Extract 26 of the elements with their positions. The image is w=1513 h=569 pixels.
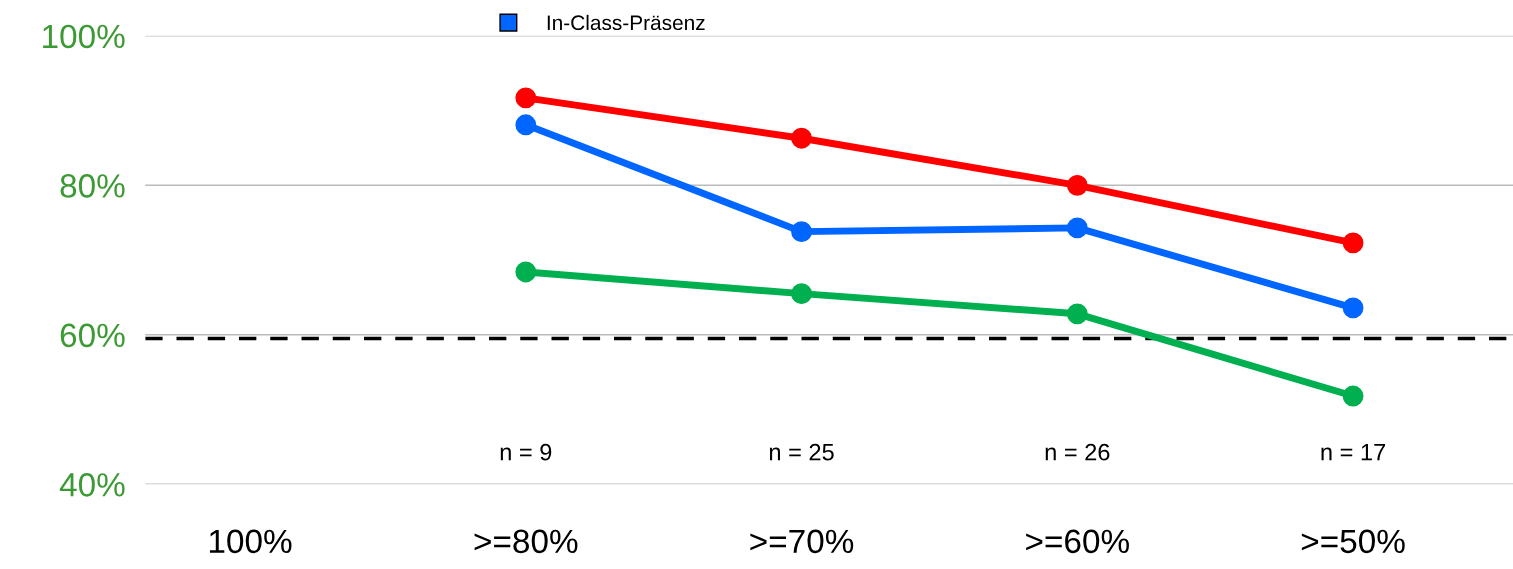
point xyxy=(515,114,537,136)
annotation: n = 25 xyxy=(769,443,834,461)
x-tick-label: >=50% xyxy=(1301,529,1405,554)
point xyxy=(515,87,537,109)
x-tick-label: 100% xyxy=(209,529,292,554)
point xyxy=(1066,303,1088,325)
y-tick-label: 60% xyxy=(60,323,125,348)
point xyxy=(1066,217,1088,239)
x-tick-label: >=80% xyxy=(474,529,578,554)
point xyxy=(1342,385,1364,407)
annotation: n = 17 xyxy=(1321,444,1386,461)
point xyxy=(1066,174,1088,196)
point xyxy=(1342,232,1364,254)
x-tick-label: >=60% xyxy=(1026,529,1129,554)
x-tick-label: >=70% xyxy=(750,529,854,554)
point xyxy=(791,127,812,149)
y-tick-label: 100% xyxy=(43,24,125,49)
annotation: n = 26 xyxy=(1045,443,1110,461)
point xyxy=(791,283,812,305)
point xyxy=(515,261,537,283)
point xyxy=(1342,297,1364,319)
point xyxy=(791,221,812,243)
annotation: n = 9 xyxy=(500,443,552,461)
y-tick-label: 80% xyxy=(60,174,125,198)
legend-label: In-Class-Präsenz xyxy=(547,14,705,31)
y-tick-label: 40% xyxy=(59,473,125,497)
